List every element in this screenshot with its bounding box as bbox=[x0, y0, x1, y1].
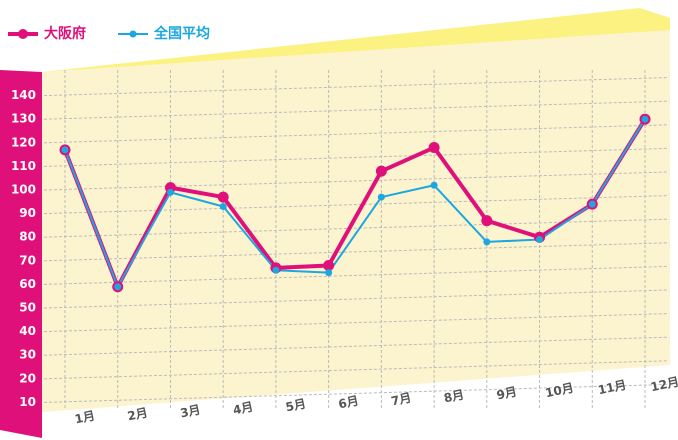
plot-panel bbox=[42, 30, 670, 412]
legend-dot bbox=[18, 29, 28, 39]
data-point bbox=[272, 266, 280, 274]
x-tick-label: 2月 bbox=[126, 406, 149, 424]
grid-line bbox=[43, 289, 669, 309]
data-point bbox=[325, 269, 333, 277]
data-point bbox=[61, 146, 69, 154]
data-point bbox=[217, 191, 229, 203]
grid-line bbox=[43, 336, 669, 356]
x-tick-label: 6月 bbox=[337, 394, 360, 412]
grid-line bbox=[43, 242, 669, 262]
data-point bbox=[323, 260, 335, 272]
marks bbox=[59, 113, 651, 293]
y-tick-label: 110 bbox=[11, 159, 36, 173]
y-tick-label: 60 bbox=[19, 277, 36, 291]
data-point bbox=[483, 238, 491, 246]
legend-label: 大阪府 bbox=[44, 25, 86, 42]
data-point bbox=[641, 115, 649, 123]
grid-line bbox=[43, 171, 669, 191]
legend-label: 全国平均 bbox=[153, 25, 210, 42]
grid-line bbox=[43, 124, 669, 144]
x-tick-label: 4月 bbox=[232, 400, 255, 418]
grid-line bbox=[43, 360, 669, 380]
series-line bbox=[63, 118, 647, 289]
x-tick-label: 7月 bbox=[390, 391, 413, 409]
data-point bbox=[114, 283, 122, 291]
y-tick-label: 50 bbox=[19, 301, 36, 315]
y-tick-label: 90 bbox=[19, 206, 36, 220]
x-tick-label: 1月 bbox=[73, 409, 96, 427]
data-point bbox=[536, 236, 544, 244]
y-tick-label: 100 bbox=[11, 183, 36, 197]
y-tick-label: 70 bbox=[19, 253, 36, 267]
grid-line bbox=[43, 77, 669, 97]
grid-line bbox=[43, 265, 669, 285]
grid-line bbox=[43, 147, 669, 167]
data-point bbox=[219, 203, 227, 211]
y-tick-label: 140 bbox=[11, 88, 36, 102]
data-point bbox=[166, 188, 174, 196]
y-tick-label: 40 bbox=[19, 324, 36, 338]
data-point bbox=[428, 142, 440, 154]
x-tick-label: 9月 bbox=[495, 385, 518, 403]
x-tick-label: 8月 bbox=[443, 388, 466, 406]
x-tick-label: 10月 bbox=[544, 381, 575, 401]
y-axis-band bbox=[0, 70, 42, 438]
series-line bbox=[64, 118, 646, 288]
y-tick-label: 130 bbox=[11, 112, 36, 126]
grid-line bbox=[43, 313, 669, 333]
y-tick-label: 80 bbox=[19, 230, 36, 244]
data-point bbox=[430, 181, 438, 189]
legend: 大阪府 全国平均 bbox=[8, 25, 210, 42]
x-tick-label: 3月 bbox=[179, 403, 202, 421]
data-point bbox=[377, 193, 385, 201]
legend-dot bbox=[129, 30, 137, 38]
data-point bbox=[375, 165, 387, 177]
y-tick-label: 10 bbox=[19, 395, 36, 409]
y-tick-label: 20 bbox=[19, 371, 36, 385]
grid-line bbox=[43, 383, 669, 403]
grid-line bbox=[43, 195, 669, 215]
data-point bbox=[481, 215, 493, 227]
y-tick-label: 120 bbox=[11, 135, 36, 149]
y-tick-label: 30 bbox=[19, 348, 36, 362]
x-tick-label: 11月 bbox=[597, 378, 628, 398]
x-tick-label: 5月 bbox=[284, 397, 307, 415]
x-tick-label: 12月 bbox=[649, 375, 678, 395]
grid-line bbox=[43, 100, 669, 120]
data-point bbox=[588, 200, 596, 208]
